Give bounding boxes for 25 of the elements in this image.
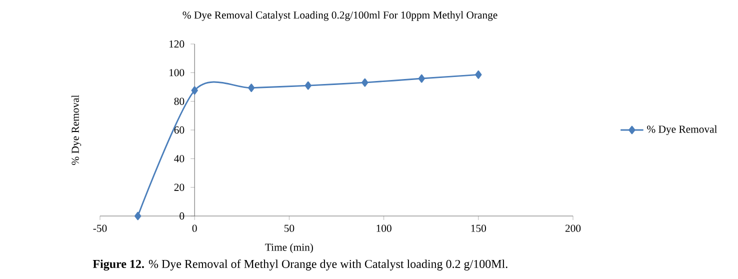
- text: Figure 12. % Dye Removal of Methyl Orange dye with Catalyst loading 0.2 g/100Ml.: [92, 259, 508, 271]
- point: [134, 212, 142, 220]
- legend-label: % Dye Removal: [647, 125, 718, 135]
- y-tick-label: 100: [170, 69, 184, 76]
- point: [362, 78, 368, 87]
- x-axis-title: Time (min): [265, 243, 313, 254]
- y-tick-label: 60: [174, 126, 184, 134]
- x-tick-label: 50: [284, 224, 294, 232]
- y-tick-label: 20: [174, 184, 184, 191]
- point: [475, 70, 482, 79]
- point: [248, 84, 255, 92]
- chart-title: % Dye Removal Catalyst Loading 0.2g/100ml For 10ppm Methyl Orange: [182, 11, 498, 21]
- x-tick-label: 200: [565, 224, 581, 232]
- point: [191, 86, 198, 95]
- y-axis-title: % Dye Removal: [71, 94, 82, 165]
- y-tick-label: 0: [180, 212, 184, 220]
- y-tick-label: 80: [174, 98, 184, 105]
- point: [304, 81, 312, 90]
- y-tick-label: 120: [170, 40, 184, 48]
- point: [418, 74, 425, 83]
- x-tick-label: 100: [376, 224, 392, 232]
- x-tick-label: 150: [471, 224, 486, 232]
- x-tick-label: -50: [93, 224, 107, 232]
- x-tick-label: 0: [192, 224, 197, 232]
- y-tick-label: 40: [174, 155, 184, 162]
